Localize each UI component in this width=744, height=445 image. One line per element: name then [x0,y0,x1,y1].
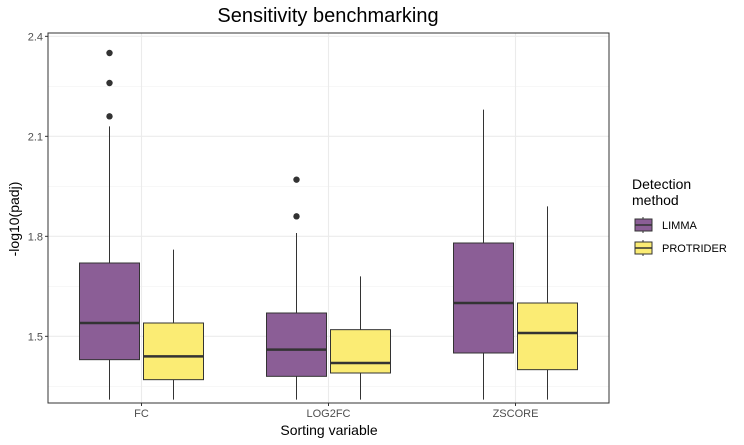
box-limma-log2fc [266,176,327,400]
box-protrider-fc [143,249,204,400]
box-limma-zscore [453,109,514,400]
x-tick-label: ZSCORE [493,408,539,420]
legend-item-limma: LIMMA [634,217,698,233]
boxes [79,49,578,400]
box-limma-fc [79,49,140,400]
chart-title: Sensitivity benchmarking [217,5,438,27]
legend-label: PROTRIDER [662,243,727,255]
iqr-box [453,242,514,354]
box-protrider-zscore [517,206,578,400]
iqr-box [79,262,140,361]
y-tick-label: 1.8 [28,231,43,243]
outlier-point [106,49,113,57]
box-protrider-log2fc [330,276,391,400]
x-axis-title: Sorting variable [280,422,377,438]
iqr-box [517,302,578,371]
legend-title-line-1: Detection [632,176,691,192]
iqr-box [330,329,391,374]
y-tick-label: 1.5 [28,331,43,343]
outlier-point [293,213,300,220]
outlier-point [293,176,300,183]
outlier-point [106,79,113,87]
iqr-box [266,312,327,377]
legend-item-protrider: PROTRIDER [634,240,727,256]
grid [48,33,609,403]
outlier-point [106,113,113,120]
x-tick-label: LOG2FC [306,408,350,420]
x-tick-label: FC [134,408,149,420]
legend: Detection method LIMMA PROTRIDER [632,176,727,256]
iqr-box [143,322,204,381]
legend-title-line-2: method [632,192,679,208]
y-tick-label: 2.4 [28,31,43,43]
x-axis: FC LOG2FC ZSCORE [134,403,538,420]
y-axis: 1.5 1.8 2.1 2.4 [28,31,48,343]
legend-label: LIMMA [662,220,698,232]
y-tick-label: 2.1 [28,131,43,143]
y-axis-title: -log10(padj) [6,182,22,257]
